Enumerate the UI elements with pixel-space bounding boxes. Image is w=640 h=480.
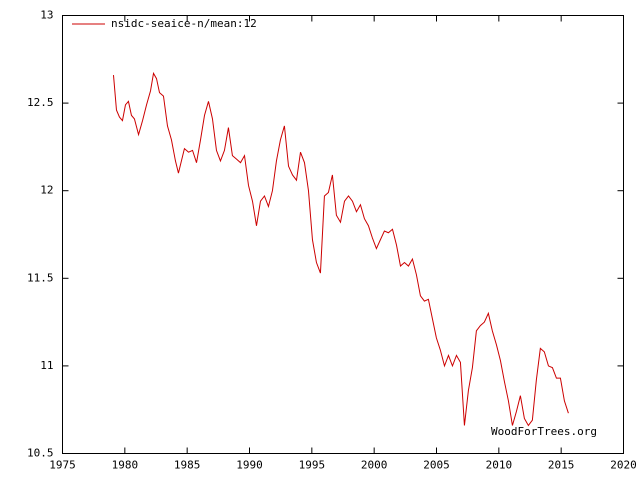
y-tick-label: 11: [40, 359, 53, 372]
legend-label: nsidc-seaice-n/mean:12: [111, 17, 257, 30]
y-tick-label: 11.5: [27, 271, 54, 284]
x-tick-label: 2000: [361, 459, 388, 472]
x-tick-label: 1990: [236, 459, 263, 472]
watermark: WoodForTrees.org: [491, 425, 597, 438]
x-tick-label: 2005: [423, 459, 450, 472]
x-tick-label: 2015: [548, 459, 575, 472]
x-tick-label: 2010: [486, 459, 513, 472]
y-tick-label: 12.5: [27, 96, 54, 109]
y-tick-label: 12: [40, 184, 53, 197]
y-tick-label: 10.5: [27, 447, 54, 460]
y-tick-label: 13: [40, 9, 53, 22]
x-tick-label: 1980: [112, 459, 139, 472]
x-tick-label: 1995: [299, 459, 326, 472]
data-line: [112, 71, 569, 427]
x-tick-label: 2020: [610, 459, 637, 472]
x-tick-label: 1985: [174, 459, 201, 472]
x-tick-label: 1975: [49, 459, 76, 472]
plot-frame: [62, 15, 624, 454]
